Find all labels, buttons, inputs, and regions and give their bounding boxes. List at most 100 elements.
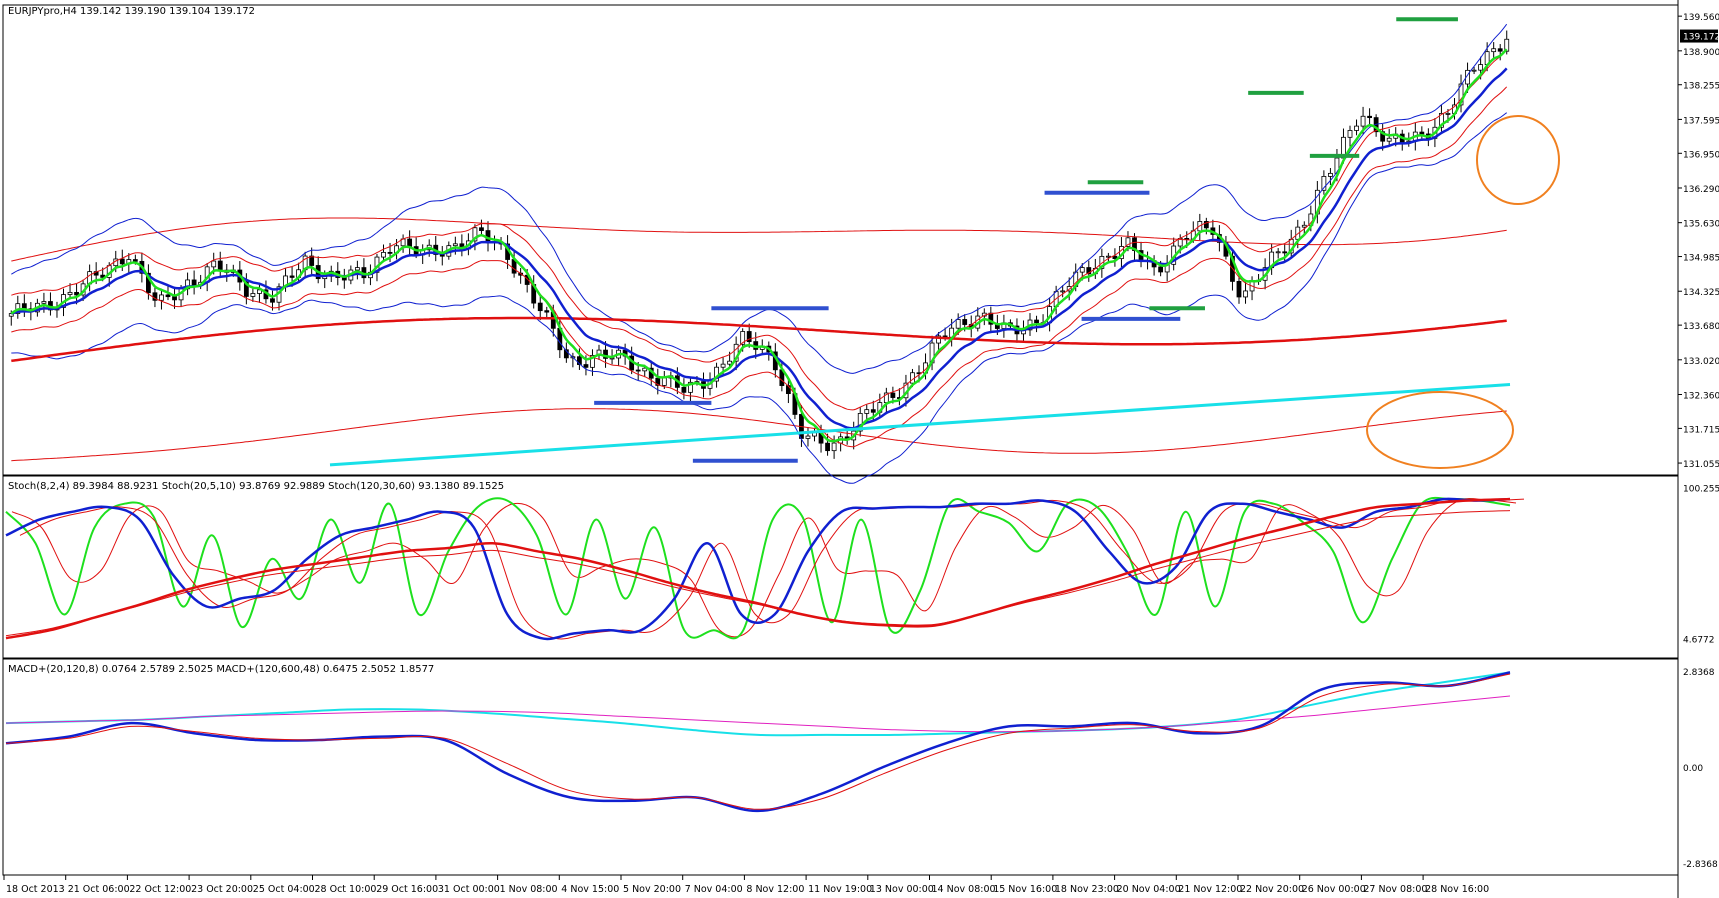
macd-header: MACD+(20,120,8) 0.0764 2.5789 2.5025 MAC… — [8, 664, 434, 675]
macd-blue-line — [5, 671, 1511, 813]
candle-body — [119, 258, 125, 265]
candle-body — [1471, 69, 1477, 72]
time-axis-label: 13 Nov 00:00 — [870, 884, 934, 895]
price-tick-label: 134.325 — [1683, 288, 1719, 298]
time-axis-label: 18 Nov 23:00 — [1055, 884, 1119, 895]
price-tick-label: 138.900 — [1683, 48, 1719, 58]
candle-body — [563, 349, 569, 359]
candle-body — [1301, 224, 1307, 228]
candle-body — [1478, 64, 1484, 71]
time-axis-label: 14 Nov 08:00 — [932, 884, 996, 895]
candle-body — [8, 313, 14, 317]
candle-body — [211, 260, 217, 268]
candle-body — [870, 409, 876, 413]
red-slow-ma — [11, 316, 1507, 363]
time-axis-label: 1 Nov 08:00 — [500, 884, 558, 895]
time-axis-label: 21 Oct 06:00 — [68, 884, 130, 895]
macd-tick-label: -2.8368 — [1683, 860, 1718, 870]
candle-body — [864, 409, 870, 414]
candle-body — [1079, 267, 1085, 273]
candle-body — [1386, 137, 1392, 142]
candle-body — [1125, 237, 1131, 247]
time-axis-label: 28 Nov 16:00 — [1425, 884, 1489, 895]
time-axis-label: 22 Nov 20:00 — [1240, 884, 1304, 895]
price-tick-label: 133.680 — [1683, 322, 1719, 332]
stoch-green-line — [5, 496, 1511, 640]
candle-body — [740, 331, 746, 345]
candle-body — [1112, 255, 1118, 260]
candle-body — [74, 291, 79, 296]
red-inner-lower-band — [11, 86, 1508, 448]
candle-body — [1060, 290, 1066, 293]
stoch-blue-line — [5, 497, 1511, 641]
time-axis-label: 23 Oct 20:00 — [191, 884, 253, 895]
candle-body — [1321, 176, 1327, 191]
orange-ellipse-lower[interactable] — [1366, 391, 1514, 469]
price-badge-label: 139.172 — [1683, 33, 1719, 43]
stoch-tick-label: 100.2558 — [1683, 485, 1719, 495]
price-tick-label: 131.715 — [1683, 425, 1719, 435]
candle-body — [1236, 280, 1242, 298]
time-axis-label: 18 Oct 2013 — [6, 884, 65, 895]
candle-body — [309, 255, 315, 266]
time-axis-label: 20 Nov 04:00 — [1117, 884, 1181, 895]
candle-body — [583, 364, 589, 368]
candle-body — [1497, 48, 1503, 52]
candle-body — [1275, 251, 1281, 254]
price-badge — [1680, 29, 1718, 43]
green-ma — [10, 48, 1508, 443]
time-axis-label: 11 Nov 19:00 — [808, 884, 872, 895]
candle-body — [250, 293, 256, 297]
candle-body — [655, 377, 661, 386]
time-axis-label: 7 Nov 04:00 — [685, 884, 743, 895]
price-tick-label: 136.290 — [1683, 185, 1719, 195]
candle-body — [1491, 48, 1497, 53]
candle-body — [1360, 115, 1366, 127]
candle-body — [1458, 83, 1464, 106]
time-axis-label: 4 Nov 15:00 — [561, 884, 619, 895]
stoch-red-line — [5, 497, 1511, 640]
time-axis-label: 29 Oct 16:00 — [376, 884, 438, 895]
cyan-trendline[interactable] — [329, 383, 1511, 467]
macd-tick-label: 0.00 — [1683, 764, 1703, 774]
candle-body — [661, 377, 667, 386]
candle-body — [1132, 237, 1137, 251]
candle-body — [635, 369, 641, 372]
macd-red-line — [5, 673, 1511, 810]
candle-body — [590, 355, 595, 368]
candle-body — [544, 310, 550, 313]
orange-circle-upper[interactable] — [1476, 115, 1560, 205]
candle-body — [472, 227, 478, 242]
candle-body — [381, 251, 386, 258]
candle-body — [354, 267, 360, 271]
candle-body — [720, 363, 726, 368]
candle-body — [1419, 131, 1425, 135]
macd-tick-label: 2.8368 — [1683, 668, 1715, 678]
time-axis-label: 31 Oct 00:00 — [438, 884, 500, 895]
candle-body — [825, 442, 830, 452]
candle-body — [603, 349, 608, 359]
candle-body — [1354, 125, 1359, 131]
price-tick-label: 136.950 — [1683, 150, 1719, 160]
price-tick-label: 138.255 — [1683, 82, 1719, 92]
candle-body — [1158, 266, 1164, 273]
price-tick-label: 137.595 — [1683, 116, 1719, 126]
candle-body — [146, 272, 151, 294]
time-axis-label: 21 Nov 12:00 — [1178, 884, 1242, 895]
candle-body — [1439, 113, 1444, 128]
blue-ma — [10, 67, 1508, 430]
candle-body — [831, 442, 837, 452]
candle-body — [289, 275, 295, 278]
macd-cyan-line — [5, 671, 1511, 737]
candle-body — [890, 392, 896, 398]
blue-lower-band — [11, 112, 1507, 484]
candle-body — [1367, 115, 1372, 119]
candle-body — [1445, 113, 1451, 115]
candle-body — [132, 259, 138, 262]
candle-body — [688, 381, 693, 393]
candle-body — [165, 294, 171, 298]
candle-body — [172, 296, 177, 301]
red-upper-envelope — [11, 217, 1507, 262]
